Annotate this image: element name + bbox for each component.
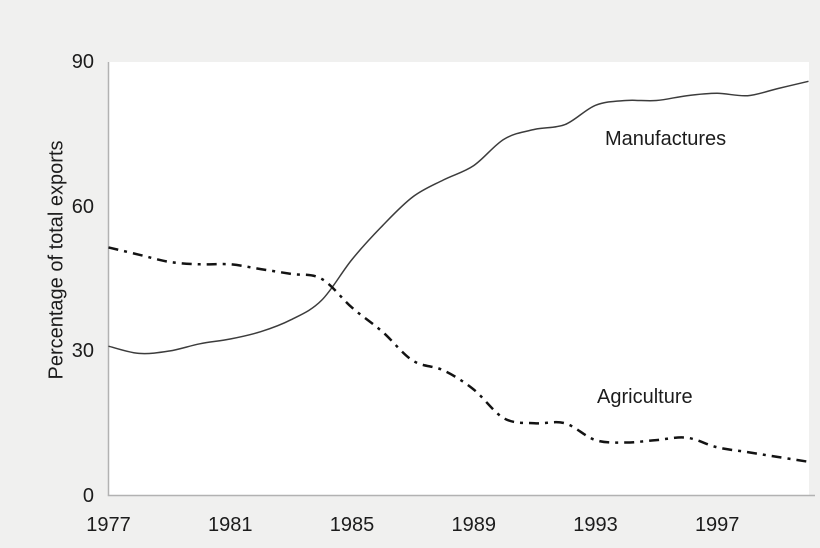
x-tick-label: 1977 (86, 514, 131, 536)
y-tick-label: 30 (71, 340, 94, 362)
x-tick-label: 1993 (573, 514, 618, 536)
x-tick-label: 1997 (694, 514, 740, 536)
y-tick-label: 0 (82, 484, 94, 507)
x-tick-label: 1981 (207, 514, 253, 536)
manufactures-line (108, 80, 809, 355)
plot-background (108, 62, 809, 496)
x-tick-label: 1985 (329, 514, 375, 536)
x-tick-label: 1989 (451, 514, 496, 536)
y-tick-label: 60 (71, 195, 94, 218)
y-tick-label: 90 (71, 51, 94, 73)
series-label-agriculture: Agriculture (597, 386, 693, 408)
series-label-manufactures: Manufactures (605, 128, 727, 150)
